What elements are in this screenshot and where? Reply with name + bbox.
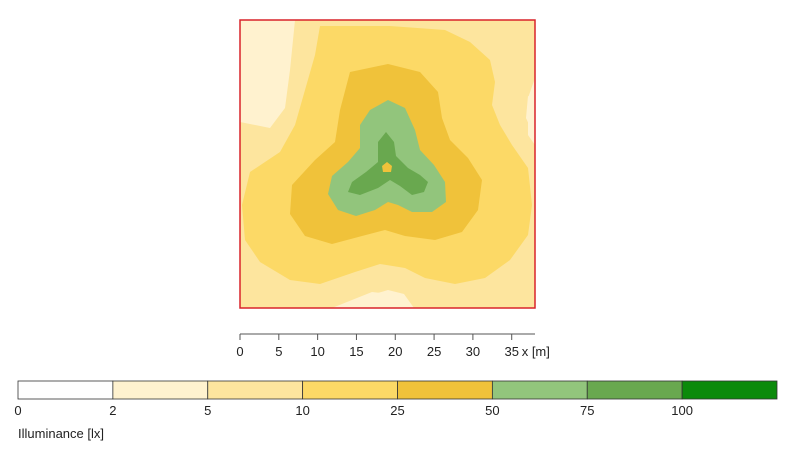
legend-swatch [491, 380, 588, 400]
legend-tick-label: 0 [14, 403, 21, 418]
x-axis-label: x [m] [522, 344, 550, 359]
contour-band-2-5-right-bulge [526, 96, 535, 138]
legend-swatch [207, 380, 304, 400]
legend-tick-label: 2 [109, 403, 116, 418]
contour-band-2-5-bottom-notch [352, 290, 414, 308]
x-tick-label: 15 [349, 344, 363, 359]
x-tick-label: 35 [504, 344, 518, 359]
legend-swatch [681, 380, 778, 400]
legend-tick-label: 75 [580, 403, 594, 418]
x-axis: 0 5 10 15 20 25 30 35 x [m] [236, 333, 550, 359]
legend-tick-label: 100 [671, 403, 693, 418]
contour-map [240, 20, 535, 308]
legend-swatch [302, 380, 398, 400]
x-tick-label: 0 [236, 344, 243, 359]
legend-swatch [586, 380, 683, 400]
legend-tick-label: 50 [485, 403, 499, 418]
x-tick-label: 10 [310, 344, 324, 359]
legend-swatch [17, 380, 114, 400]
x-tick-label: 25 [427, 344, 441, 359]
legend-tick-label: 5 [204, 403, 211, 418]
contour-band-25-50-center [382, 162, 392, 172]
legend-swatch [397, 380, 493, 400]
legend-swatch [112, 380, 209, 400]
x-tick-label: 5 [275, 344, 282, 359]
legend-tick-label: 10 [295, 403, 309, 418]
legend-title: Illuminance [lx] [18, 426, 104, 441]
x-tick-label: 20 [388, 344, 402, 359]
plot-frame [239, 19, 536, 309]
legend-tick-label: 25 [390, 403, 404, 418]
x-tick-label: 30 [466, 344, 480, 359]
legend: 0 2 5 10 25 50 75 100 [14, 380, 778, 418]
